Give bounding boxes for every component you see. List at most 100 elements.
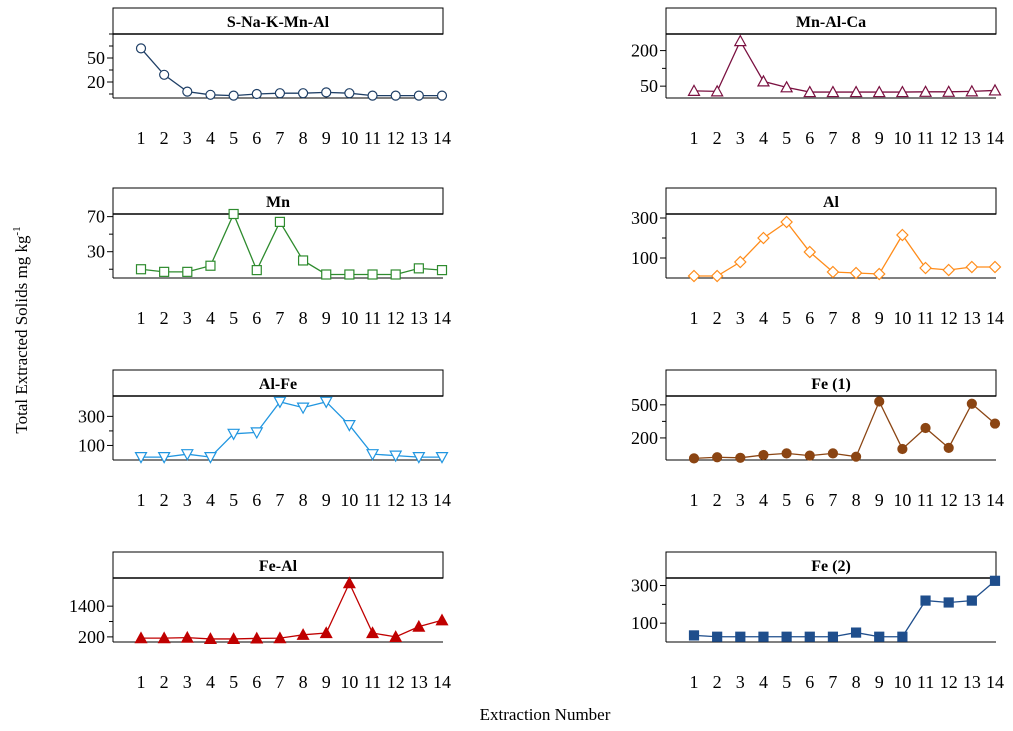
data-point <box>227 632 241 645</box>
data-point <box>274 88 286 99</box>
data-point <box>413 90 424 101</box>
data-point <box>135 43 147 54</box>
y-axis-title: Total Extracted Solids mg kg-1 <box>11 226 31 433</box>
data-point <box>435 613 449 626</box>
x-tick-label: 3 <box>183 128 192 148</box>
series-line <box>141 581 443 640</box>
data-point <box>342 419 356 432</box>
x-tick-label: 3 <box>736 128 745 148</box>
x-tick-label: 6 <box>252 672 261 692</box>
panel-header <box>112 187 444 215</box>
data-point <box>436 265 448 276</box>
data-point <box>756 74 770 87</box>
x-tick-label: 7 <box>828 128 837 148</box>
x-tick-label: 11 <box>917 308 934 328</box>
data-point <box>826 265 840 279</box>
series-line <box>693 39 996 93</box>
data-point <box>436 90 448 101</box>
x-tick-label: 7 <box>275 672 284 692</box>
y-tick-label: 200 <box>631 428 658 448</box>
x-tick-label: 5 <box>229 128 238 148</box>
x-tick-label: 6 <box>252 128 261 148</box>
data-point <box>897 443 908 455</box>
x-tick-label: 4 <box>206 128 215 148</box>
data-point <box>297 88 309 99</box>
x-tick-label: 14 <box>433 672 451 692</box>
data-point <box>895 85 909 98</box>
data-point <box>134 631 148 644</box>
svg-text:Total Extracted Solids mg kg-1: Total Extracted Solids mg kg-1 <box>11 226 31 433</box>
data-point <box>203 451 217 464</box>
x-tick-label: 1 <box>690 128 699 148</box>
data-point <box>344 88 355 99</box>
data-point <box>872 85 886 98</box>
data-point <box>803 85 817 98</box>
x-tick-label: 4 <box>759 308 768 328</box>
data-point <box>874 631 885 642</box>
data-point <box>251 265 262 276</box>
x-tick-label: 8 <box>299 672 308 692</box>
data-point <box>687 269 701 283</box>
series-line <box>693 580 996 638</box>
panel-header <box>665 187 997 215</box>
x-tick-label: 13 <box>410 128 428 148</box>
x-tick-label: 6 <box>805 128 814 148</box>
x-tick-label: 8 <box>852 308 861 328</box>
data-point <box>182 86 193 97</box>
data-point <box>758 449 769 461</box>
data-point <box>273 631 287 644</box>
y-tick-label: 300 <box>631 576 658 596</box>
data-point <box>180 630 194 643</box>
x-tick-label: 1 <box>690 308 699 328</box>
y-tick-label: 300 <box>78 406 105 426</box>
data-point <box>344 269 355 280</box>
panel-title: Mn <box>266 194 290 211</box>
data-point <box>966 595 977 606</box>
x-tick-label: 1 <box>690 490 699 510</box>
x-tick-label: 11 <box>917 490 934 510</box>
data-point <box>735 631 746 642</box>
x-tick-label: 9 <box>322 128 331 148</box>
x-tick-label: 2 <box>713 490 722 510</box>
x-tick-label: 6 <box>805 490 814 510</box>
data-point <box>920 422 931 434</box>
data-point <box>297 255 309 266</box>
data-point <box>804 631 815 642</box>
data-point <box>412 451 426 464</box>
data-point <box>389 630 403 642</box>
data-point <box>366 449 380 461</box>
x-tick-label: 9 <box>322 672 331 692</box>
data-point <box>159 69 170 80</box>
x-tick-label: 5 <box>782 672 791 692</box>
x-tick-label: 8 <box>852 672 861 692</box>
data-point <box>989 575 1001 586</box>
x-tick-label: 12 <box>940 128 958 148</box>
x-tick-label: 11 <box>364 128 381 148</box>
x-tick-label: 3 <box>183 308 192 328</box>
x-tick-label: 4 <box>206 490 215 510</box>
data-point <box>827 631 839 642</box>
data-point <box>228 90 239 101</box>
x-tick-label: 10 <box>893 672 911 692</box>
x-tick-label: 14 <box>986 128 1004 148</box>
x-tick-label: 3 <box>736 490 745 510</box>
y-tick-label: 20 <box>87 72 105 92</box>
panel-title: Fe (1) <box>811 376 851 393</box>
data-point <box>735 452 746 463</box>
data-point <box>826 85 840 98</box>
x-tick-label: 10 <box>340 308 358 328</box>
x-tick-label: 4 <box>759 490 768 510</box>
x-tick-label: 13 <box>963 490 981 510</box>
data-point <box>159 266 170 277</box>
x-tick-label: 12 <box>940 308 958 328</box>
x-tick-label: 2 <box>713 128 722 148</box>
data-point <box>988 260 1002 274</box>
data-point <box>804 450 815 461</box>
